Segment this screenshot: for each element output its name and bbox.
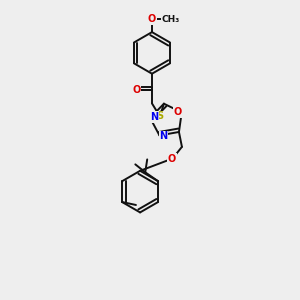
Text: N: N — [159, 131, 167, 141]
Text: CH₃: CH₃ — [162, 15, 180, 24]
Text: O: O — [174, 107, 182, 117]
Text: O: O — [148, 14, 156, 24]
Text: O: O — [132, 85, 140, 94]
Text: N: N — [150, 112, 158, 122]
Text: O: O — [168, 154, 176, 164]
Text: S: S — [156, 111, 164, 121]
